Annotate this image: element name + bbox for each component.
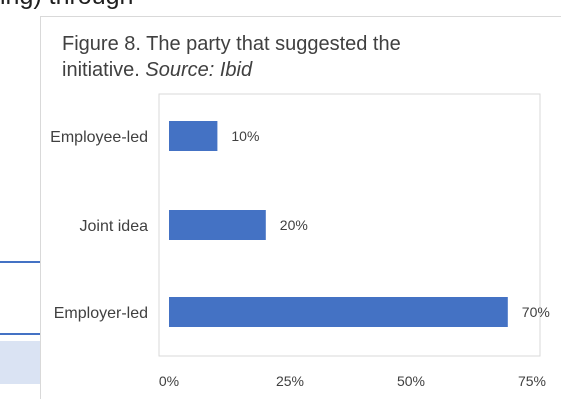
data-label: 10% bbox=[231, 128, 259, 144]
table-cell-fragment bbox=[0, 341, 40, 384]
x-tick-label: 0% bbox=[159, 373, 179, 389]
data-label: 20% bbox=[280, 217, 308, 233]
x-tick-label: 50% bbox=[397, 373, 425, 389]
category-label: Employer-led bbox=[54, 305, 148, 322]
bar-employee-led bbox=[169, 121, 218, 151]
chart-frame-left-border bbox=[40, 16, 41, 399]
bar-employer-led bbox=[169, 297, 508, 327]
table-rule bbox=[0, 333, 40, 335]
bar-joint-idea bbox=[169, 210, 266, 240]
category-label: Joint idea bbox=[80, 218, 149, 235]
x-tick-label: 25% bbox=[276, 373, 304, 389]
data-label: 70% bbox=[522, 304, 550, 320]
x-tick-label: 75% bbox=[518, 373, 546, 389]
category-label: Employee-led bbox=[50, 129, 148, 146]
caption-text: Figure 8. The party that suggested the i… bbox=[62, 33, 401, 81]
chart-frame-top-border bbox=[40, 16, 561, 17]
figure-caption: Figure 8. The party that suggested the i… bbox=[62, 31, 402, 83]
table-rule bbox=[0, 261, 40, 263]
body-text-fragment: ing) through bbox=[0, 0, 133, 11]
caption-source: Source: Ibid bbox=[145, 59, 253, 81]
plot-area bbox=[158, 93, 541, 357]
